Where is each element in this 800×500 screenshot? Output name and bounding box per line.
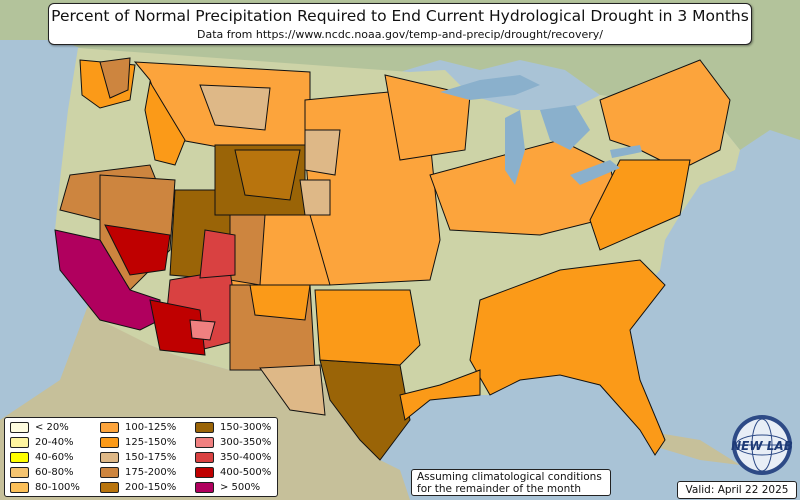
region-northeast bbox=[599, 59, 731, 166]
globe-icon: NEW LAB bbox=[731, 415, 793, 475]
legend-item: 350-400% bbox=[195, 451, 271, 464]
region-texas-west bbox=[259, 364, 326, 416]
lake-michigan bbox=[505, 110, 525, 185]
legend-swatch bbox=[10, 451, 29, 463]
legend: < 20% 20-40% 40-60% 60-80% 80-100% 100-1… bbox=[4, 417, 278, 497]
legend-swatch bbox=[10, 466, 29, 478]
legend-swatch bbox=[195, 466, 214, 478]
region-plains-tan2 bbox=[299, 179, 331, 216]
legend-item: 300-350% bbox=[195, 436, 271, 449]
region-texas-orange bbox=[314, 289, 421, 366]
region-gulf-coast bbox=[399, 369, 481, 421]
legend-item: > 500% bbox=[195, 481, 260, 494]
region-montana-tan bbox=[199, 84, 271, 131]
map-title: Percent of Normal Precipitation Required… bbox=[51, 7, 749, 25]
legend-item: 150-300% bbox=[195, 421, 271, 434]
legend-swatch bbox=[100, 481, 119, 493]
legend-item: 400-500% bbox=[195, 466, 271, 479]
legend-swatch bbox=[10, 481, 29, 493]
legend-swatch bbox=[100, 451, 119, 463]
legend-item: 20-40% bbox=[10, 436, 74, 449]
region-utah-red bbox=[199, 229, 236, 279]
logo-text: NEW LAB bbox=[731, 439, 793, 453]
region-nevada-red bbox=[104, 224, 171, 276]
legend-swatch bbox=[195, 421, 214, 433]
lake-superior bbox=[440, 75, 540, 100]
legend-item: 40-60% bbox=[10, 451, 74, 464]
title-box: Percent of Normal Precipitation Required… bbox=[48, 3, 752, 45]
region-newmexico-orange bbox=[249, 284, 311, 321]
region-wyoming-orange bbox=[234, 149, 301, 201]
region-washington-east bbox=[99, 57, 131, 99]
legend-item: 80-100% bbox=[10, 481, 80, 494]
legend-swatch bbox=[10, 421, 29, 433]
lake-erie bbox=[570, 160, 620, 185]
assumption-note: Assuming climatological conditions for t… bbox=[411, 469, 611, 496]
region-plains-tan bbox=[304, 129, 341, 176]
legend-item: 175-200% bbox=[100, 466, 176, 479]
legend-item: 125-150% bbox=[100, 436, 176, 449]
region-arizona-darkred bbox=[149, 299, 206, 356]
legend-swatch bbox=[195, 451, 214, 463]
legend-item: 200-150% bbox=[100, 481, 176, 494]
region-minnesota bbox=[384, 74, 471, 161]
region-idaho bbox=[144, 80, 186, 166]
region-arizona-pink bbox=[189, 319, 216, 341]
lake-huron bbox=[540, 105, 590, 150]
legend-item: 100-125% bbox=[100, 421, 176, 434]
region-southeast bbox=[469, 259, 666, 456]
valid-date: Valid: April 22 2025 bbox=[677, 481, 797, 499]
legend-swatch bbox=[100, 436, 119, 448]
legend-item: 150-175% bbox=[100, 451, 176, 464]
legend-swatch bbox=[195, 481, 214, 493]
legend-item: 60-80% bbox=[10, 466, 74, 479]
lake-ontario bbox=[610, 145, 642, 158]
legend-swatch bbox=[100, 421, 119, 433]
legend-item: < 20% bbox=[10, 421, 69, 434]
legend-swatch bbox=[195, 436, 214, 448]
legend-swatch bbox=[100, 466, 119, 478]
region-midatlantic bbox=[589, 159, 691, 251]
map-subtitle: Data from https://www.ncdc.noaa.gov/temp… bbox=[197, 28, 603, 41]
legend-swatch bbox=[10, 436, 29, 448]
